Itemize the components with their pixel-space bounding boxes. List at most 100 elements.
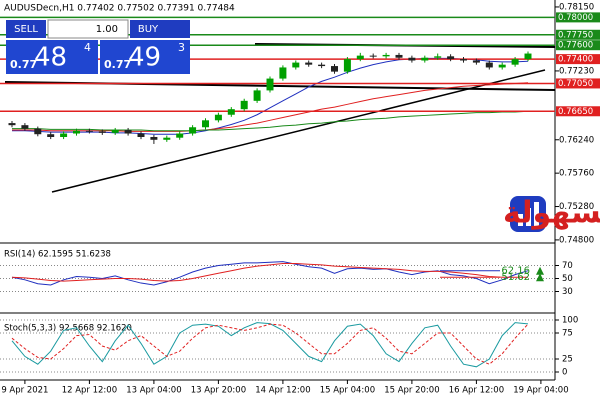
candle-body bbox=[189, 127, 197, 134]
sell-big: 48 bbox=[34, 43, 67, 73]
x-tick-label: 13 Apr 20:00 bbox=[191, 386, 246, 396]
y-tick-label: 70 bbox=[562, 261, 573, 271]
level-label: 0.78000 bbox=[558, 13, 593, 23]
candle-body bbox=[73, 130, 80, 134]
logo: التداول بسهولة bbox=[503, 196, 600, 232]
trade-panel: SELL 1.00 BUY 0.77 48 4 0.77 49 3 bbox=[6, 19, 190, 74]
buy-label: BUY bbox=[138, 24, 159, 35]
level-label-bg bbox=[556, 54, 600, 65]
candle-body bbox=[498, 64, 506, 68]
lots: 1.00 bbox=[96, 24, 118, 35]
candle-body bbox=[434, 56, 442, 58]
candle-body bbox=[137, 133, 145, 137]
up-triangle bbox=[536, 266, 544, 275]
panel-title: Stoch(5,3,3) 92.5668 92.1620 bbox=[4, 324, 132, 334]
candle-body bbox=[472, 60, 480, 63]
buy-price-box[interactable] bbox=[100, 40, 190, 74]
level-label-bg bbox=[556, 40, 600, 51]
level-label-bg bbox=[556, 12, 600, 23]
x-tick-label: 15 Apr 20:00 bbox=[384, 386, 439, 396]
level-label-bg bbox=[556, 106, 600, 117]
sell-label: SELL bbox=[14, 24, 38, 35]
y-tick-label: 0.76240 bbox=[559, 135, 594, 145]
candle-body bbox=[421, 57, 429, 61]
indicator-line bbox=[11, 323, 529, 365]
y-tick-label: 75 bbox=[562, 329, 573, 339]
up-triangle bbox=[536, 273, 544, 282]
candle-body bbox=[8, 123, 16, 126]
candle-body bbox=[253, 90, 261, 101]
last-value-label: 62.16 bbox=[501, 266, 530, 277]
y-tick-label: 0.75280 bbox=[559, 202, 594, 212]
y-tick-label: 0 bbox=[562, 368, 567, 378]
candle-body bbox=[395, 54, 403, 58]
x-tick-label: 9 Apr 2021 bbox=[1, 386, 48, 396]
x-tick-label: 15 Apr 04:00 bbox=[320, 386, 375, 396]
candle-body bbox=[485, 62, 493, 68]
candle-body bbox=[60, 133, 68, 137]
candle-body bbox=[292, 62, 300, 68]
candle-body bbox=[266, 78, 274, 91]
indicator-line bbox=[12, 82, 529, 132]
level-label-bg bbox=[556, 78, 600, 89]
candle-body bbox=[85, 130, 93, 132]
logo-bar bbox=[518, 214, 523, 226]
y-tick-label: 0.78150 bbox=[559, 2, 594, 12]
candle-body bbox=[343, 59, 351, 72]
candle-body bbox=[369, 55, 377, 57]
buy-big: 49 bbox=[128, 43, 161, 73]
candle-body bbox=[240, 100, 248, 110]
candle-body bbox=[202, 120, 209, 128]
candle-body bbox=[150, 136, 158, 140]
candle-body bbox=[460, 59, 467, 61]
candle-body bbox=[214, 114, 222, 121]
indicator-line bbox=[11, 263, 528, 282]
level-label: 0.77600 bbox=[558, 41, 593, 51]
candle-body bbox=[21, 125, 29, 129]
candle-body bbox=[111, 130, 119, 133]
logo-text: التداول بسهولة bbox=[503, 196, 600, 231]
y-tick-label: 0.74800 bbox=[559, 235, 594, 245]
logo-bar bbox=[534, 202, 539, 226]
candle-body bbox=[318, 64, 326, 67]
x-tick-label: 19 Apr 04:00 bbox=[513, 386, 568, 396]
level-label: 0.77750 bbox=[558, 30, 593, 40]
y-tick-label: 0.77230 bbox=[559, 66, 594, 76]
candle-body bbox=[356, 55, 364, 60]
candle-body bbox=[34, 128, 42, 135]
last-value-label: 51.62 bbox=[501, 272, 530, 283]
candle-body bbox=[279, 67, 287, 79]
sell-button[interactable] bbox=[6, 20, 46, 38]
y-tick-label: 50 bbox=[562, 274, 573, 284]
sell-price-box[interactable] bbox=[6, 40, 98, 74]
y-tick-label: 25 bbox=[562, 355, 573, 365]
y-tick-label: 0.75760 bbox=[559, 169, 594, 179]
candle-body bbox=[331, 66, 338, 72]
x-tick-label: 16 Apr 12:00 bbox=[449, 386, 504, 396]
candle-body bbox=[447, 56, 455, 60]
x-tick-label: 14 Apr 12:00 bbox=[255, 386, 310, 396]
buy-button[interactable] bbox=[130, 20, 190, 38]
level-label: 0.77400 bbox=[558, 55, 593, 65]
sell-sup: 4 bbox=[84, 41, 91, 54]
candle-body bbox=[511, 59, 519, 65]
candle-body bbox=[382, 54, 390, 57]
level-label-bg bbox=[556, 29, 600, 40]
lots-field[interactable] bbox=[47, 19, 129, 39]
candle-body bbox=[47, 134, 55, 137]
candle-body bbox=[176, 133, 184, 138]
candle-body bbox=[227, 109, 235, 115]
y-tick-label: 30 bbox=[562, 287, 573, 297]
x-tick-label: 12 Apr 12:00 bbox=[62, 386, 117, 396]
indicator-line bbox=[12, 110, 529, 132]
candle-body bbox=[305, 62, 313, 65]
buy-prefix: 0.77 bbox=[104, 58, 131, 71]
logo-bar bbox=[526, 208, 531, 226]
candle-body bbox=[124, 130, 132, 134]
chart-title: AUDUSDecn,H1 0.77402 0.77502 0.77391 0.7… bbox=[4, 4, 235, 14]
candle-body bbox=[408, 57, 416, 61]
candle-body bbox=[163, 137, 171, 140]
y-tick-label: 100 bbox=[562, 316, 578, 326]
x-tick-label: 13 Apr 04:00 bbox=[126, 386, 181, 396]
